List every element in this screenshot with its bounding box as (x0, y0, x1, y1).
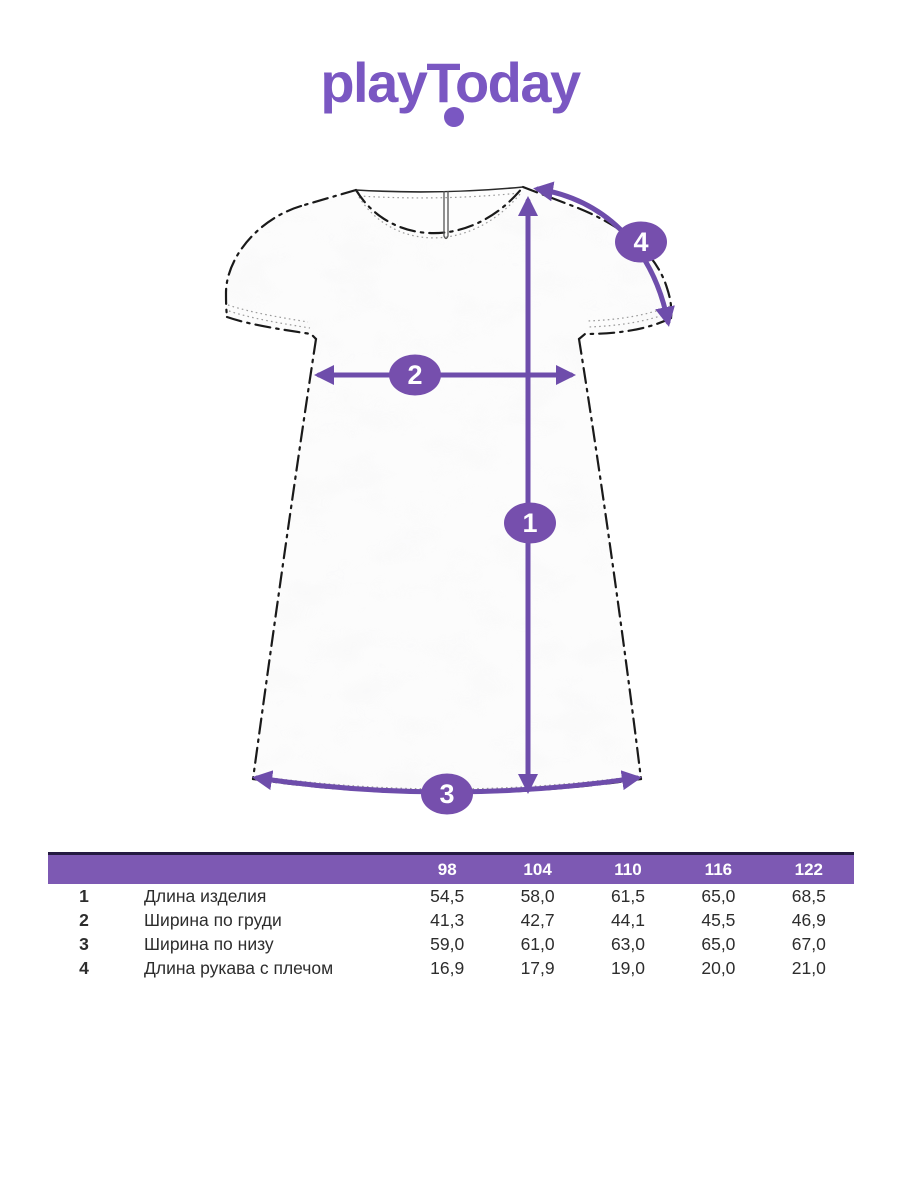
arrow-sleeve-length (533, 181, 675, 327)
marker-1-label: 1 (522, 508, 537, 538)
size-col-header: 104 (523, 859, 552, 879)
table-row: 1 Длина изделия 54,5 58,0 61,5 65,0 68,5 (48, 884, 854, 908)
cell-value: 21,0 (791, 957, 826, 978)
cell-value: 46,9 (791, 909, 826, 930)
left-shoulder-line (299, 188, 358, 208)
neck-inset (356, 187, 523, 234)
cell-value: 67,0 (791, 933, 826, 954)
marker-2: 2 (389, 354, 441, 396)
cell-value: 42,7 (520, 909, 555, 930)
cell-value: 61,5 (610, 885, 646, 906)
row-label: Ширина по груди (144, 909, 282, 930)
row-number: 3 (79, 933, 89, 954)
brand-logo: playToday (0, 50, 900, 127)
left-sleeve-edge (224, 204, 303, 319)
cell-value: 41,3 (430, 909, 465, 930)
cell-value: 45,5 (701, 909, 736, 930)
left-cuff-edge (225, 315, 318, 341)
table-top-rule (48, 852, 854, 855)
row-number: 1 (79, 885, 89, 906)
left-side-seam (251, 337, 318, 781)
brand-logo-text: playToday (320, 50, 581, 127)
cell-value: 65,0 (701, 885, 736, 906)
marker-1: 1 (504, 502, 556, 544)
marker-3-label: 3 (439, 779, 454, 809)
size-table-header: 98 104 110 116 122 (48, 855, 854, 884)
row-label: Длина изделия (144, 885, 267, 906)
cell-value: 19,0 (610, 957, 646, 978)
logo-dot-icon (444, 107, 465, 127)
table-row: 3 Ширина по низу 59,0 61,0 63,0 65,0 67,… (48, 932, 854, 956)
cell-value: 16,9 (430, 957, 465, 978)
cell-value: 65,0 (701, 933, 736, 954)
size-col-header: 98 (437, 859, 457, 879)
cell-value: 58,0 (520, 885, 555, 906)
right-side-seam (577, 337, 643, 781)
marker-3: 3 (421, 773, 473, 815)
table-row: 4 Длина рукава с плечом 16,9 17,9 19,0 2… (48, 956, 854, 980)
row-number: 4 (79, 957, 89, 978)
neck-details (355, 186, 524, 240)
size-col-header: 122 (794, 859, 823, 879)
row-number: 2 (79, 909, 89, 930)
row-label: Ширина по низу (144, 933, 274, 954)
marker-2-label: 2 (407, 360, 422, 390)
size-col-header: 116 (704, 859, 733, 879)
table-row: 2 Ширина по груди 41,3 42,7 44,1 45,5 46… (48, 908, 854, 932)
cell-value: 54,5 (430, 885, 465, 906)
size-table: 98 104 110 116 122 1 Длина изделия 54,5 … (48, 852, 854, 980)
marker-4: 4 (615, 221, 667, 263)
marker-4-label: 4 (633, 227, 648, 257)
cell-value: 20,0 (701, 957, 736, 978)
row-label: Длина рукава с плечом (144, 957, 334, 978)
cell-value: 44,1 (610, 909, 646, 930)
cell-value: 68,5 (791, 885, 826, 906)
front-neckline (354, 185, 525, 235)
cell-value: 61,0 (520, 933, 555, 954)
back-slit (443, 191, 449, 240)
measurement-markers: 1 2 3 4 (389, 221, 667, 815)
cell-value: 59,0 (430, 933, 465, 954)
size-col-header: 110 (614, 859, 642, 879)
cell-value: 17,9 (520, 957, 555, 978)
cell-value: 63,0 (610, 933, 646, 954)
